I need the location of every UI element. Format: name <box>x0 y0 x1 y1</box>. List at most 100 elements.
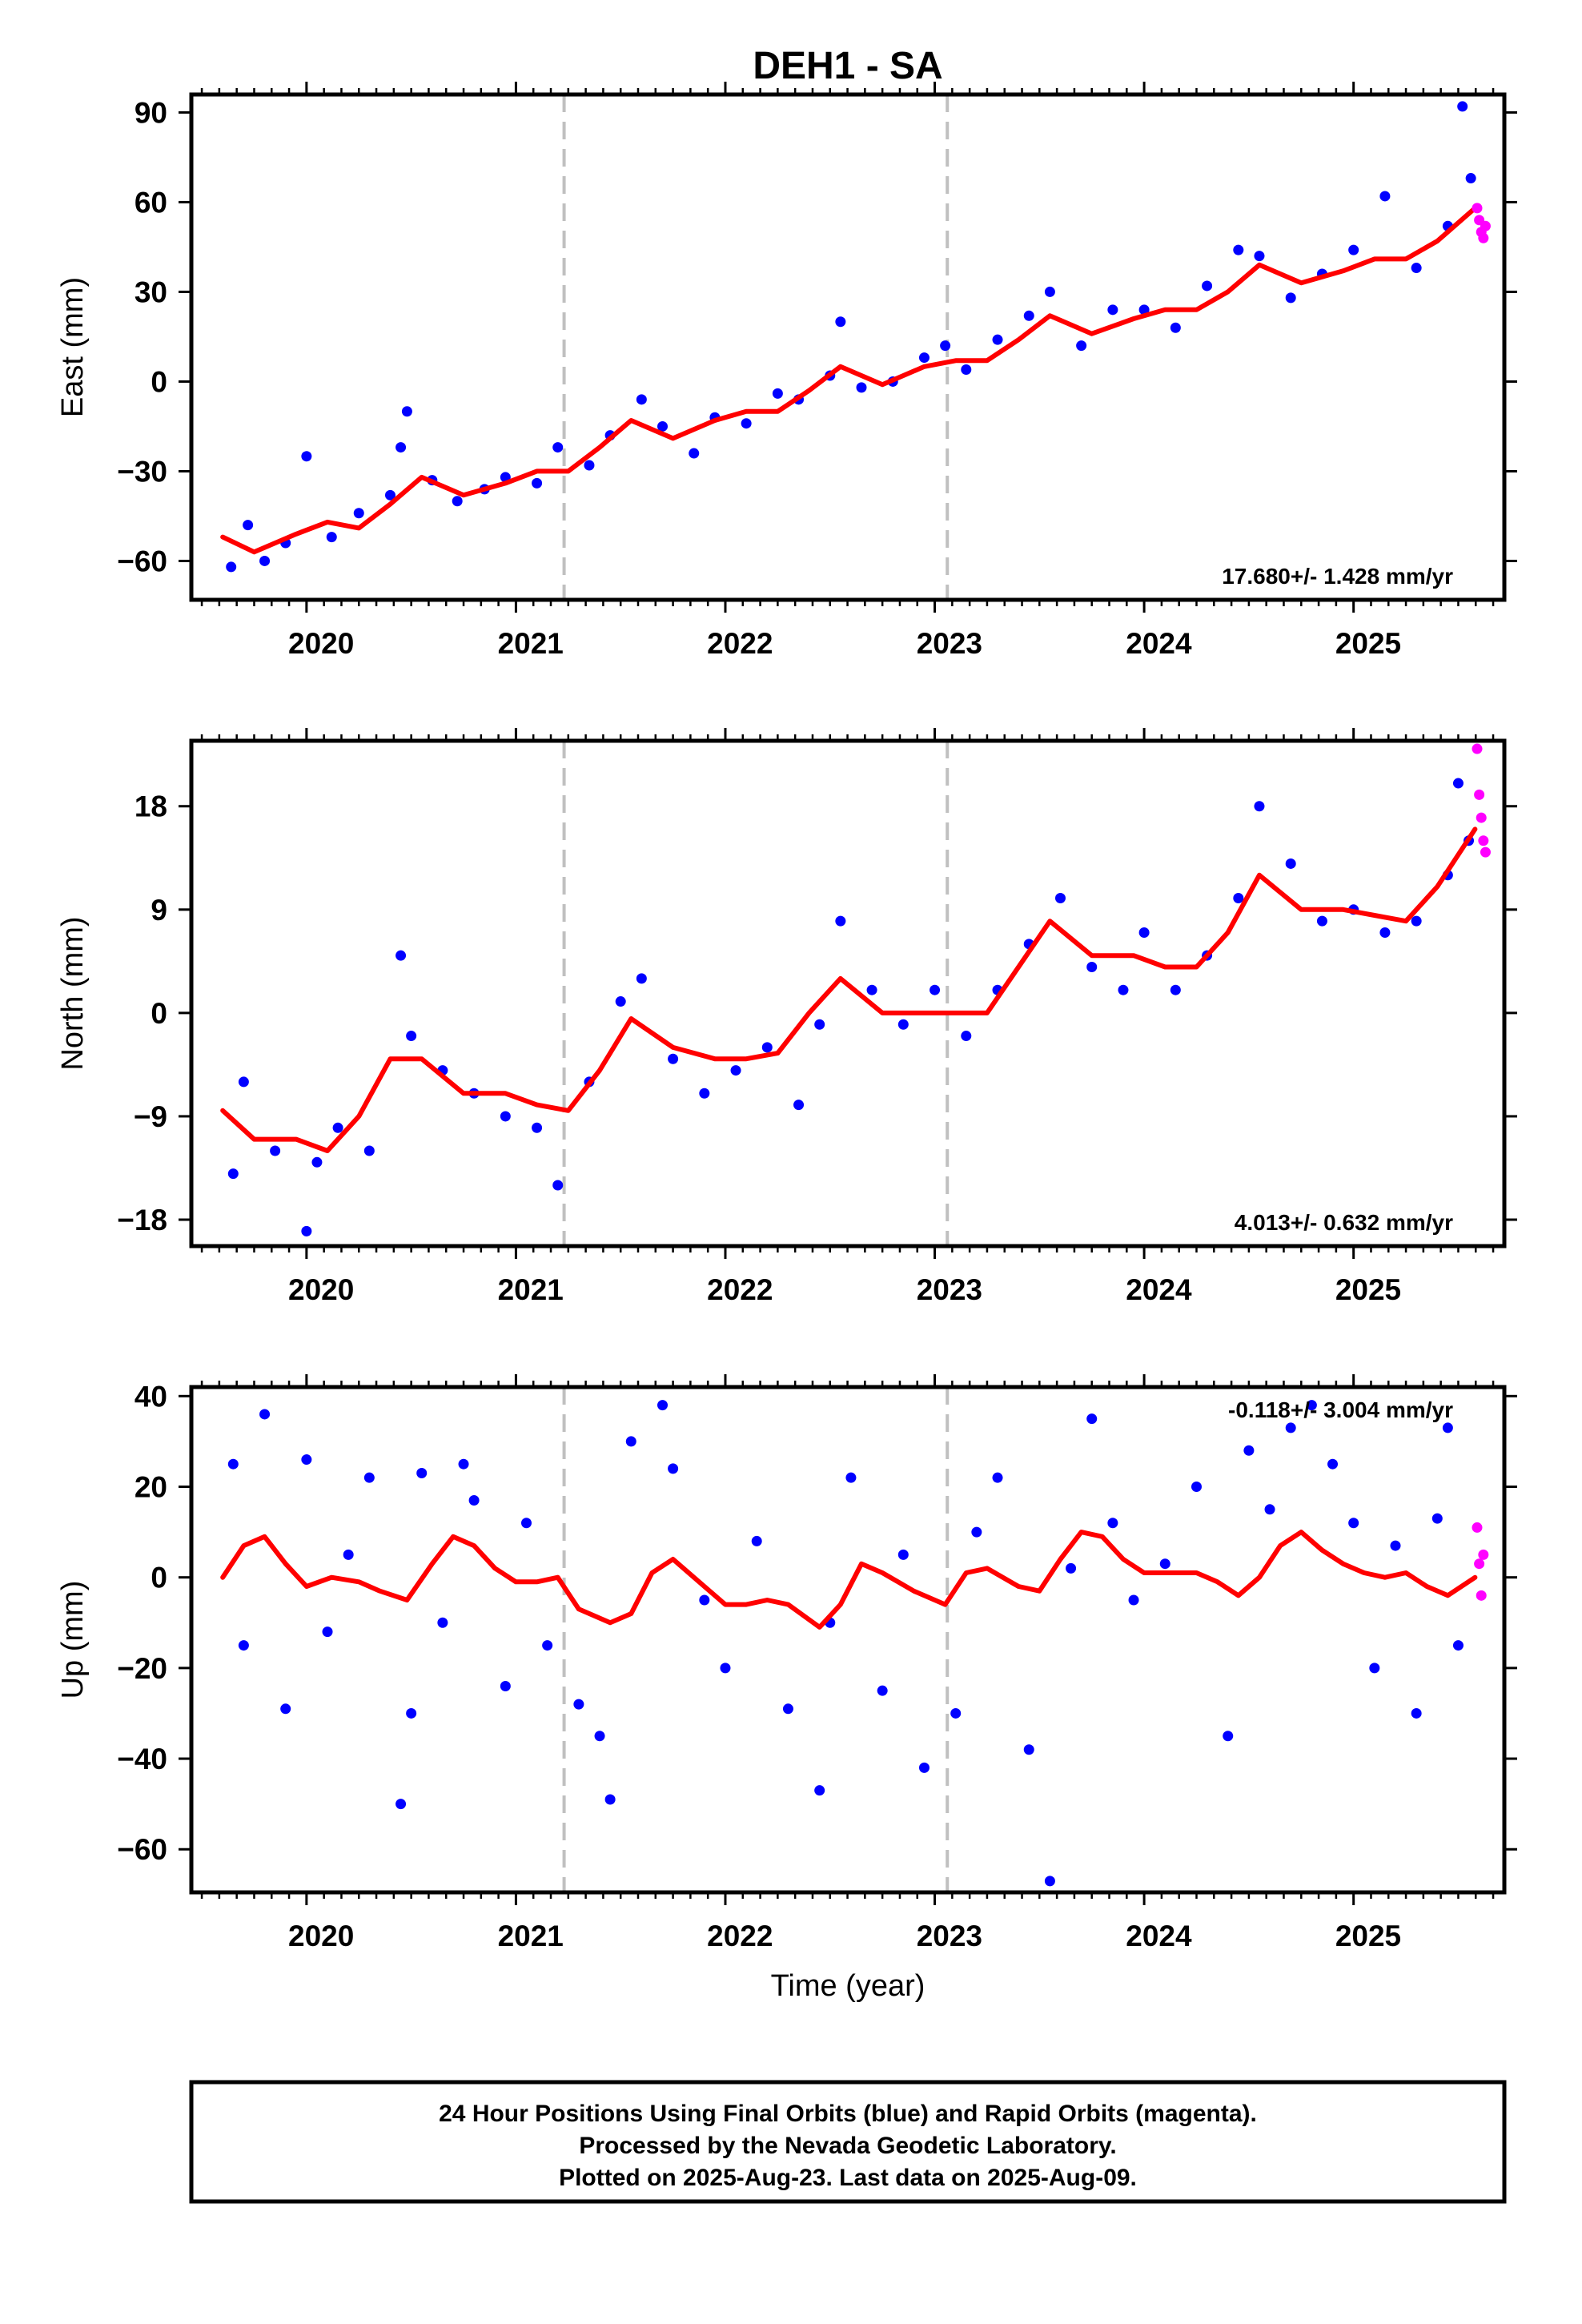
final-point <box>1086 1413 1098 1425</box>
rapid-point <box>1480 220 1491 231</box>
x-tick-label: 2024 <box>1126 1920 1192 1952</box>
rapid-point <box>1476 812 1487 823</box>
y-tick-label: 0 <box>151 997 167 1030</box>
final-point <box>1316 915 1327 927</box>
final-point <box>1138 927 1150 938</box>
y-tick-label: 60 <box>135 186 167 219</box>
y-tick-label: 90 <box>135 96 167 129</box>
rate-label: 4.013+/- 0.632 mm/yr <box>1235 1210 1453 1235</box>
final-point <box>636 973 647 984</box>
final-point <box>1066 1562 1077 1574</box>
x-tick-label: 2021 <box>498 1273 564 1306</box>
final-point <box>604 1794 616 1805</box>
final-point <box>1170 322 1181 333</box>
final-point <box>845 1472 857 1483</box>
final-point <box>940 340 951 352</box>
footer-line-2: Processed by the Nevada Geodetic Laborat… <box>579 2133 1116 2159</box>
rate-label: -0.118+/- 3.004 mm/yr <box>1228 1397 1453 1422</box>
final-point <box>1390 1540 1401 1551</box>
final-point <box>1191 1482 1203 1493</box>
final-point <box>1306 1400 1317 1411</box>
figure-title: DEH1 - SA <box>753 45 942 87</box>
y-axis-label: North (mm) <box>56 916 90 1070</box>
final-point <box>835 316 846 328</box>
final-point <box>532 1122 543 1133</box>
final-point <box>301 1454 312 1466</box>
final-point <box>1044 1876 1055 1887</box>
y-tick-label: 9 <box>151 894 167 927</box>
final-point <box>1233 892 1244 903</box>
x-tick-label: 2025 <box>1335 1920 1401 1952</box>
y-tick-label: 40 <box>135 1380 167 1413</box>
x-tick-label: 2024 <box>1126 627 1192 660</box>
rapid-point <box>1480 846 1491 858</box>
final-point <box>668 1463 679 1474</box>
x-tick-label: 2020 <box>288 1273 354 1306</box>
final-point <box>1465 173 1476 184</box>
final-point <box>1369 1663 1380 1674</box>
final-point <box>636 394 647 405</box>
final-point <box>552 1180 564 1191</box>
y-tick-label: 30 <box>135 275 167 308</box>
final-point <box>532 477 543 489</box>
final-point <box>1442 1422 1453 1433</box>
final-point <box>353 508 364 519</box>
final-point <box>1452 778 1464 789</box>
final-point <box>699 1088 710 1099</box>
final-point <box>396 1799 407 1810</box>
final-point <box>322 1626 333 1638</box>
final-point <box>625 1436 636 1447</box>
final-point <box>301 1225 312 1236</box>
final-point <box>584 460 595 471</box>
plot-frame <box>189 92 1507 602</box>
final-point <box>897 1019 909 1030</box>
final-point <box>1202 280 1213 292</box>
y-tick-label: −9 <box>134 1100 167 1133</box>
plot-frame <box>189 738 1507 1248</box>
x-tick-label: 2022 <box>707 627 773 660</box>
final-point <box>918 1762 930 1773</box>
final-point <box>1264 1504 1275 1515</box>
plot-area <box>220 94 1491 600</box>
final-point <box>897 1549 909 1560</box>
final-point <box>1159 1558 1170 1570</box>
plot-area <box>220 1387 1489 1892</box>
rate-label: 17.680+/- 1.428 mm/yr <box>1222 564 1453 589</box>
north-panel: 2020 2021 2022 2023 2024 2025 −18 −9 0 9 18 North (… <box>56 728 1517 1306</box>
final-point <box>1379 927 1391 938</box>
final-point <box>363 1472 375 1483</box>
final-point <box>500 1681 511 1692</box>
x-tick-label: 2022 <box>707 1920 773 1952</box>
final-point <box>1138 304 1150 316</box>
final-point <box>1023 1744 1034 1755</box>
rapid-point <box>1478 835 1489 846</box>
final-point <box>918 352 930 364</box>
rapid-point <box>1478 232 1489 243</box>
final-point <box>1285 292 1296 304</box>
final-point <box>406 1707 417 1719</box>
x-tick-label: 2021 <box>498 627 564 660</box>
final-point <box>396 442 407 453</box>
final-point <box>1044 286 1055 297</box>
footer-frame <box>189 2080 1507 2204</box>
final-point <box>814 1785 825 1796</box>
final-point <box>1457 101 1468 112</box>
final-point <box>992 334 1003 345</box>
rapid-point <box>1472 1522 1483 1533</box>
final-point <box>689 448 700 459</box>
final-point <box>720 1663 731 1674</box>
final-point <box>835 915 846 927</box>
final-point <box>416 1468 428 1479</box>
final-point <box>1107 1518 1118 1529</box>
final-point <box>961 1031 972 1042</box>
fit-curve <box>220 826 1478 1153</box>
x-tick-label: 2021 <box>498 1920 564 1952</box>
final-point <box>1452 1640 1464 1651</box>
final-point <box>1379 191 1391 202</box>
x-tick-label: 2022 <box>707 1273 773 1306</box>
final-point <box>1411 915 1422 927</box>
rapid-point <box>1474 789 1485 800</box>
final-point <box>384 489 396 501</box>
final-point <box>343 1549 354 1560</box>
final-point <box>1086 962 1098 973</box>
